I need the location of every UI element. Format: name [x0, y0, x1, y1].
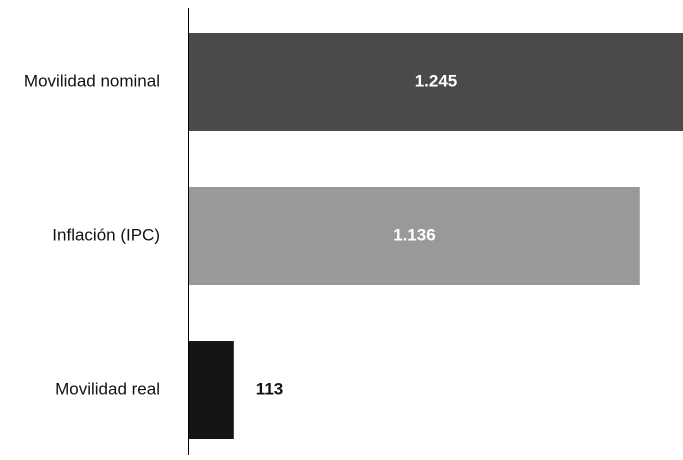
bars-group: Movilidad nominal 1.245 Inflación (IPC) 1.1… — [24, 33, 683, 439]
category-label-1: Inflación (IPC) — [52, 225, 160, 244]
value-label-2: 113 — [256, 379, 283, 398]
bar-1 — [189, 187, 640, 285]
value-label-0: 1.245 — [415, 71, 458, 90]
category-label-2: Movilidad real — [55, 379, 160, 398]
bar-2 — [189, 341, 234, 439]
value-label-1: 1.136 — [393, 225, 436, 244]
category-label-0: Movilidad nominal — [24, 71, 160, 90]
bar-0 — [189, 33, 683, 131]
